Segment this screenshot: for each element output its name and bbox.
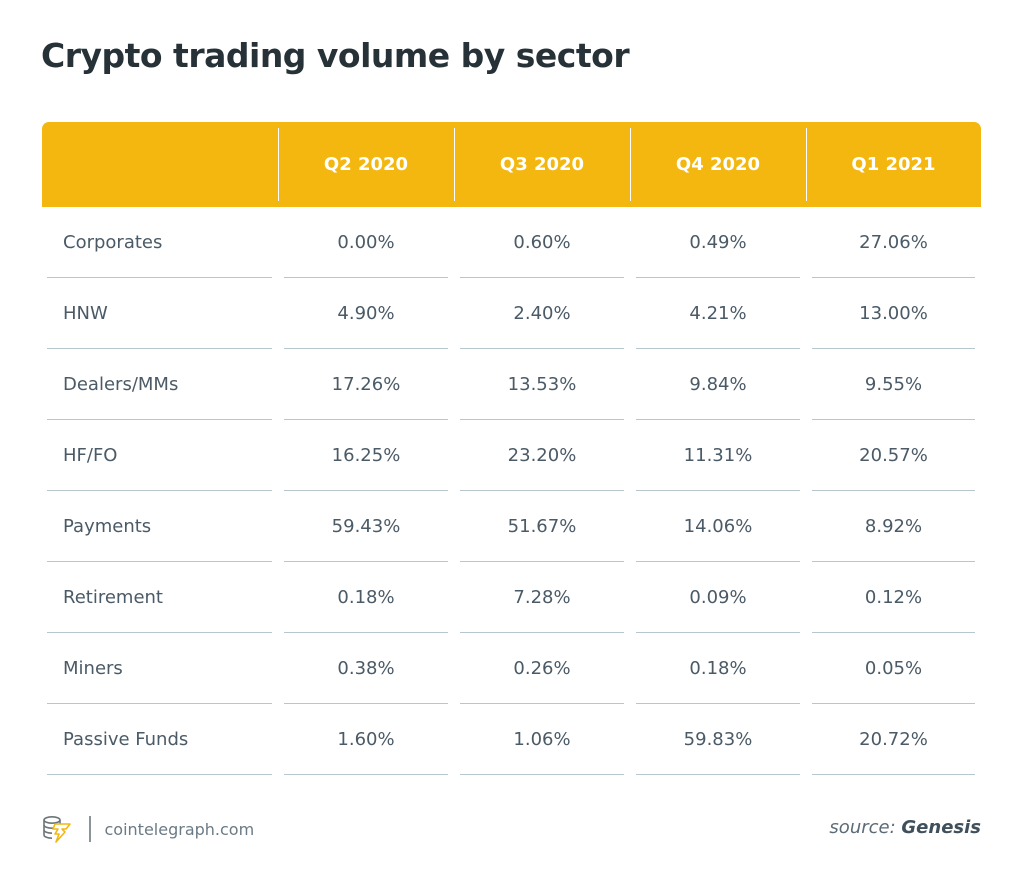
- page-title: Crypto trading volume by sector: [41, 36, 630, 75]
- value-cell: 0.05%: [806, 633, 981, 704]
- value-cell: 9.84%: [630, 349, 806, 420]
- table-row: HF/FO 16.25% 23.20% 11.31% 20.57%: [42, 420, 981, 491]
- table-row: Miners 0.38% 0.26% 0.18% 0.05%: [42, 633, 981, 704]
- value-cell: 8.92%: [806, 491, 981, 562]
- value-cell: 2.40%: [454, 278, 630, 349]
- value-cell: 0.12%: [806, 562, 981, 633]
- cointelegraph-logo-icon: [43, 815, 71, 843]
- value-cell: 9.55%: [806, 349, 981, 420]
- value-cell: 20.57%: [806, 420, 981, 491]
- value-cell: 16.25%: [278, 420, 454, 491]
- footer-divider: [89, 816, 91, 842]
- header-cell-quarter: Q1 2021: [806, 122, 981, 207]
- sector-label: HF/FO: [42, 420, 278, 491]
- table-row: Corporates 0.00% 0.60% 0.49% 27.06%: [42, 207, 981, 278]
- value-cell: 27.06%: [806, 207, 981, 278]
- header-cell-quarter: Q2 2020: [278, 122, 454, 207]
- table-header: Q2 2020 Q3 2020 Q4 2020 Q1 2021: [42, 122, 981, 207]
- table-row: Dealers/MMs 17.26% 13.53% 9.84% 9.55%: [42, 349, 981, 420]
- source-label: source:: [829, 817, 896, 838]
- table-row: Payments 59.43% 51.67% 14.06% 8.92%: [42, 491, 981, 562]
- value-cell: 0.38%: [278, 633, 454, 704]
- source-name: Genesis: [901, 817, 981, 838]
- value-cell: 59.83%: [630, 704, 806, 775]
- sector-label: Payments: [42, 491, 278, 562]
- value-cell: 0.60%: [454, 207, 630, 278]
- value-cell: 0.00%: [278, 207, 454, 278]
- table-row: Retirement 0.18% 7.28% 0.09% 0.12%: [42, 562, 981, 633]
- sector-label: Passive Funds: [42, 704, 278, 775]
- table-row: HNW 4.90% 2.40% 4.21% 13.00%: [42, 278, 981, 349]
- value-cell: 4.21%: [630, 278, 806, 349]
- value-cell: 0.18%: [278, 562, 454, 633]
- header-cell-quarter: Q4 2020: [630, 122, 806, 207]
- value-cell: 23.20%: [454, 420, 630, 491]
- header-cell-sector: [42, 122, 278, 207]
- value-cell: 1.60%: [278, 704, 454, 775]
- value-cell: 0.49%: [630, 207, 806, 278]
- value-cell: 13.53%: [454, 349, 630, 420]
- value-cell: 0.26%: [454, 633, 630, 704]
- data-table: Q2 2020 Q3 2020 Q4 2020 Q1 2021 Corporates 0…: [42, 122, 981, 775]
- value-cell: 0.18%: [630, 633, 806, 704]
- site-url[interactable]: cointelegraph.com: [104, 819, 255, 839]
- value-cell: 1.06%: [454, 704, 630, 775]
- value-cell: 17.26%: [278, 349, 454, 420]
- value-cell: 4.90%: [278, 278, 454, 349]
- value-cell: 7.28%: [454, 562, 630, 633]
- value-cell: 20.72%: [806, 704, 981, 775]
- value-cell: 59.43%: [278, 491, 454, 562]
- sector-label: Corporates: [42, 207, 278, 278]
- value-cell: 0.09%: [630, 562, 806, 633]
- sector-label: HNW: [42, 278, 278, 349]
- sector-label: Retirement: [42, 562, 278, 633]
- header-cell-quarter: Q3 2020: [454, 122, 630, 207]
- source-credit: source: Genesis: [829, 817, 981, 838]
- value-cell: 51.67%: [454, 491, 630, 562]
- table-row: Passive Funds 1.60% 1.06% 59.83% 20.72%: [42, 704, 981, 775]
- value-cell: 13.00%: [806, 278, 981, 349]
- value-cell: 11.31%: [630, 420, 806, 491]
- sector-label: Dealers/MMs: [42, 349, 278, 420]
- footer-branding: cointelegraph.com: [41, 814, 254, 844]
- value-cell: 14.06%: [630, 491, 806, 562]
- sector-label: Miners: [42, 633, 278, 704]
- table-body: Corporates 0.00% 0.60% 0.49% 27.06% HNW 4.90% 2…: [42, 207, 981, 775]
